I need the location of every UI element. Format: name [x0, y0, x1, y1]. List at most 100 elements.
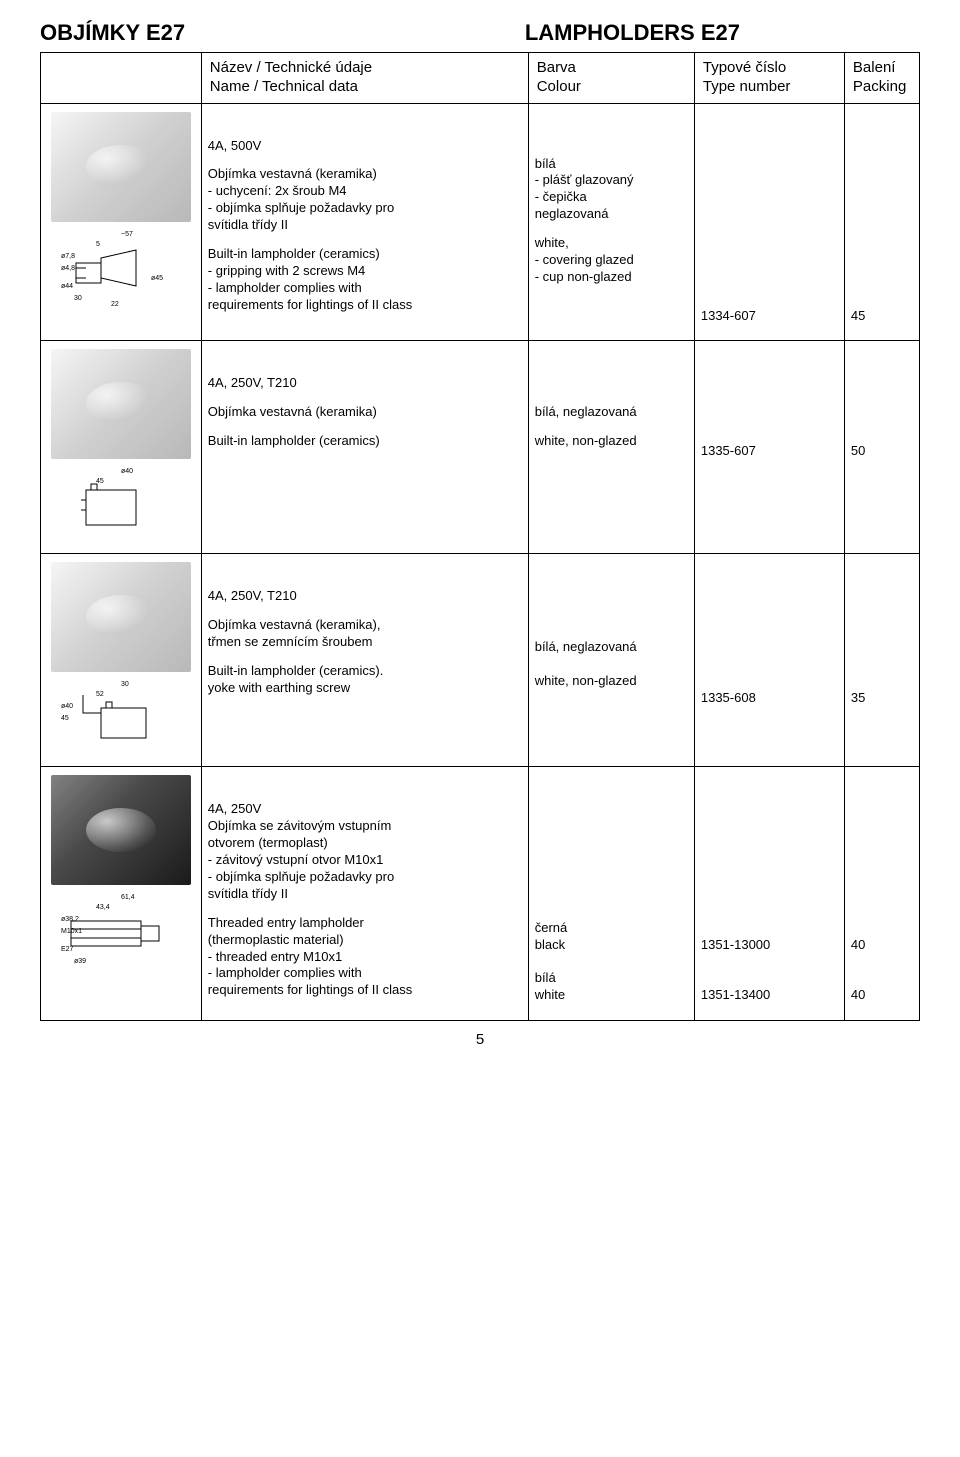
type-number: 1351-13000: [701, 937, 838, 954]
packing-value: 40: [851, 937, 913, 954]
type-number: [701, 852, 838, 869]
text-line: - lampholder complies with: [208, 965, 522, 982]
header-type-en: Type number: [703, 78, 836, 97]
text-line: bílá: [535, 970, 688, 987]
product-photo: [51, 775, 191, 885]
text-block: 4A, 250V, T210: [208, 375, 522, 392]
type-number: [701, 818, 838, 835]
product-photo: [51, 112, 191, 222]
type-number: [701, 409, 838, 426]
text-block: 1335-607: [701, 375, 838, 459]
catalog-page: OBJÍMKY E27 LAMPHOLDERS E27 Název / Tech…: [0, 0, 960, 1068]
packing-value: [851, 852, 913, 869]
text-block: 45: [851, 156, 913, 325]
text-line: Objímka vestavná (keramika): [208, 404, 522, 421]
header-name: Název / Technické údaje Name / Technical…: [201, 53, 528, 104]
color-cell: bílá, neglazovanáwhite, non-glazed: [528, 341, 694, 554]
type-number: [701, 970, 838, 987]
text-line: 4A, 500V: [208, 138, 522, 155]
product-photo: [51, 349, 191, 459]
svg-text:45: 45: [61, 715, 69, 722]
packing-value: [851, 375, 913, 392]
text-block: [535, 375, 688, 392]
name-cell: 4A, 250V, T210Objímka vestavná (keramika…: [201, 554, 528, 767]
packing-value: [851, 673, 913, 690]
text-line: Built-in lampholder (ceramics): [208, 246, 522, 263]
type-number: [701, 920, 838, 937]
text-line: neglazovaná: [535, 206, 688, 223]
text-line: - cup non-glazed: [535, 269, 688, 286]
title-right: LAMPHOLDERS E27: [525, 20, 920, 46]
text-line: - covering glazed: [535, 252, 688, 269]
name-cell: 4A, 250VObjímka se závitovým vstupnímotv…: [201, 767, 528, 1021]
text-line: white, non-glazed: [535, 673, 688, 690]
color-cell: bílá- plášť glazovaný- čepička neglazova…: [528, 103, 694, 341]
technical-drawing: 3052ø4045: [56, 678, 186, 758]
table-row: 3052ø40454A, 250V, T210Objímka vestavná …: [41, 554, 920, 767]
text-line: Built-in lampholder (ceramics).: [208, 663, 522, 680]
type-number: [701, 223, 838, 240]
packing-value: 45: [851, 308, 913, 325]
text-line: (thermoplastic material): [208, 932, 522, 949]
page-number: 5: [40, 1031, 920, 1048]
packing-value: [851, 835, 913, 852]
packing-value: [851, 656, 913, 673]
text-block: white,- covering glazed- cup non-glazed: [535, 235, 688, 286]
header-pack: Balení Packing: [844, 53, 919, 104]
text-line: requirements for lightings of II class: [208, 297, 522, 314]
text-line: - threaded entry M10x1: [208, 949, 522, 966]
svg-text:M10x1: M10x1: [61, 928, 82, 935]
packing-value: [851, 869, 913, 886]
type-number-cell: 1334-607: [694, 103, 844, 341]
text-block: 35: [851, 588, 913, 706]
svg-text:ø44: ø44: [61, 283, 73, 290]
svg-text:ø4,8: ø4,8: [61, 265, 75, 272]
type-number: [701, 172, 838, 189]
text-line: černá: [535, 920, 688, 937]
packing-value: 40: [851, 987, 913, 1004]
packing-value: [851, 426, 913, 443]
text-line: [535, 656, 688, 673]
svg-text:ø39: ø39: [74, 958, 86, 965]
text-line: white, non-glazed: [535, 433, 688, 450]
type-number: [701, 375, 838, 392]
type-number: [701, 673, 838, 690]
type-number: [701, 392, 838, 409]
packing-value: [851, 588, 913, 605]
svg-text:52: 52: [96, 691, 104, 698]
table-row: 61,443,4ø38,2M10x1E27ø394A, 250VObjímka …: [41, 767, 920, 1021]
text-line: [535, 835, 688, 852]
text-line: - lampholder complies with: [208, 280, 522, 297]
text-block: Objímka vestavná (keramika): [208, 404, 522, 421]
text-line: [535, 953, 688, 970]
text-line: [535, 588, 688, 605]
product-image-cell: 3052ø4045: [41, 554, 202, 767]
type-number: [701, 639, 838, 656]
type-number: [701, 622, 838, 639]
packing-value: [851, 392, 913, 409]
text-line: třmen se zemnícím šroubem: [208, 634, 522, 651]
text-block: 40 40: [851, 801, 913, 1004]
text-block: Built-in lampholder (ceramics).yoke with…: [208, 663, 522, 697]
type-number: [701, 156, 838, 173]
header-pack-cz: Balení: [853, 59, 911, 78]
text-block: 50: [851, 375, 913, 459]
text-line: - objímka splňuje požadavky pro: [208, 869, 522, 886]
type-number: [701, 274, 838, 291]
text-line: black: [535, 937, 688, 954]
header-color-cz: Barva: [537, 59, 686, 78]
packing-value: [851, 953, 913, 970]
type-number: 1334-607: [701, 308, 838, 325]
product-image-cell: ø4045: [41, 341, 202, 554]
packing-value: [851, 409, 913, 426]
type-number: [701, 953, 838, 970]
type-number: [701, 206, 838, 223]
svg-text:30: 30: [121, 681, 129, 688]
text-line: otvorem (termoplast): [208, 835, 522, 852]
text-line: - objímka splňuje požadavky pro: [208, 200, 522, 217]
svg-text:ø40: ø40: [121, 468, 133, 475]
type-number: [701, 291, 838, 308]
svg-text:~57: ~57: [121, 231, 133, 238]
packing-value: [851, 291, 913, 308]
svg-text:ø45: ø45: [151, 275, 163, 282]
